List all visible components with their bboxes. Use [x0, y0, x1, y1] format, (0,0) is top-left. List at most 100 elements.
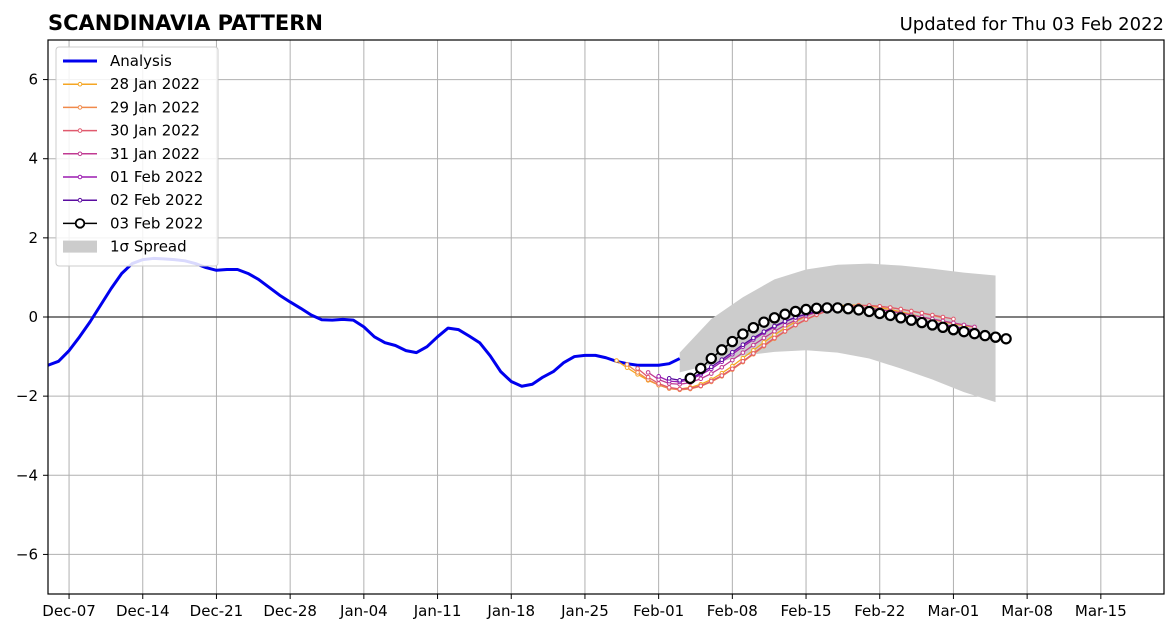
series-point [726, 335, 739, 348]
x-tick-label: Feb-15 [781, 602, 832, 620]
series-point [793, 322, 798, 328]
series-point [708, 371, 714, 376]
series-point [758, 316, 770, 328]
legend-marker [74, 218, 86, 229]
legend-label: 30 Jan 2022 [110, 122, 200, 140]
legend-marker [77, 81, 83, 87]
x-tick-label: Dec-21 [190, 602, 244, 620]
series-point [635, 370, 640, 375]
series-point [624, 362, 630, 367]
y-tick-label: 4 [28, 150, 38, 168]
series-point [695, 362, 707, 375]
legend-marker [77, 128, 83, 133]
legend-marker [77, 105, 83, 110]
legend-label: 29 Jan 2022 [110, 98, 200, 116]
legend-label: 1σ Spread [110, 238, 187, 256]
series-point [874, 307, 886, 320]
series-point [719, 364, 725, 370]
series-point [884, 309, 896, 322]
series-point [687, 385, 693, 391]
series-point [937, 321, 949, 333]
series-point [719, 357, 725, 363]
series-point [740, 350, 746, 355]
x-tick-label: Jan-25 [560, 602, 609, 620]
series-point [989, 331, 1002, 343]
series-point [716, 344, 728, 356]
chart-subtitle: Updated for Thu 03 Feb 2022 [900, 14, 1164, 35]
series-point [789, 305, 802, 318]
y-tick-label: 6 [28, 71, 38, 89]
series-point [895, 312, 907, 324]
series-point [852, 304, 865, 316]
series-point [614, 358, 619, 363]
series-point [698, 376, 704, 382]
series-point [968, 327, 981, 340]
series-point [782, 319, 788, 324]
spread-band [679, 263, 996, 403]
series-point [782, 328, 788, 334]
series-point [645, 374, 651, 380]
series-point [782, 323, 788, 328]
series-point [747, 321, 760, 334]
series-point [803, 317, 809, 322]
x-tick-label: Mar-08 [1001, 602, 1053, 620]
series-point [1000, 333, 1012, 345]
plot-frame [47, 39, 1165, 595]
series-point [645, 370, 651, 375]
series-point [708, 364, 714, 370]
series-point [656, 381, 661, 386]
series-point [916, 316, 928, 329]
series-point [730, 366, 735, 372]
series-point [666, 376, 672, 381]
chart-title: SCANDINAVIA PATTERN [48, 11, 323, 35]
series-point [761, 335, 767, 341]
legend-label: 31 Jan 2022 [110, 145, 200, 163]
y-tick-label: −4 [16, 466, 38, 484]
x-tick-label: Jan-04 [339, 602, 388, 620]
x-tick-label: Dec-07 [42, 602, 96, 620]
x-tick-label: Mar-15 [1075, 602, 1127, 620]
series-point [800, 303, 812, 316]
series-point [926, 319, 939, 331]
series-point [810, 302, 823, 314]
series-point [863, 305, 875, 318]
series-point [698, 383, 704, 389]
x-tick-label: Dec-28 [263, 602, 317, 620]
x-tick-label: Mar-01 [928, 602, 980, 620]
series-point [887, 305, 893, 310]
series-point [842, 302, 854, 315]
series-point [940, 314, 946, 320]
series-point [740, 342, 746, 348]
series-point [740, 359, 746, 364]
series-point [768, 312, 781, 324]
legend: Analysis 28 Jan 2022 29 Jan 2022 30 Jan 202… [55, 46, 219, 267]
x-tick-label: Dec-14 [116, 602, 170, 620]
series-point [737, 328, 749, 340]
series-point [730, 349, 735, 355]
series-point [761, 343, 767, 348]
x-tick-label: Feb-01 [633, 602, 684, 620]
plot-area: Dec-07 Dec-14 Dec-21 Dec-28 Jan-04 Jan-11 Jan-… [16, 39, 1165, 620]
x-tick-label: Feb-22 [854, 602, 905, 620]
series-point [947, 323, 960, 336]
series-point [677, 386, 682, 392]
x-tick-label: Jan-11 [413, 602, 462, 620]
series-point [779, 308, 791, 320]
series-point [751, 335, 756, 341]
y-tick-label: 2 [28, 229, 38, 247]
series-point [705, 352, 717, 365]
series-point [979, 329, 991, 342]
legend-marker [77, 151, 83, 157]
series-point [905, 314, 918, 326]
series-point [958, 325, 970, 338]
legend-marker [77, 174, 83, 180]
series-point [719, 373, 725, 378]
y-tick-label: 0 [28, 308, 38, 326]
legend-label: 28 Jan 2022 [110, 75, 200, 93]
series-point [684, 372, 696, 385]
legend-label: 02 Feb 2022 [110, 191, 203, 209]
series-point [666, 385, 672, 390]
series-point [772, 323, 777, 329]
series-point [831, 302, 844, 314]
series-point [635, 366, 640, 371]
